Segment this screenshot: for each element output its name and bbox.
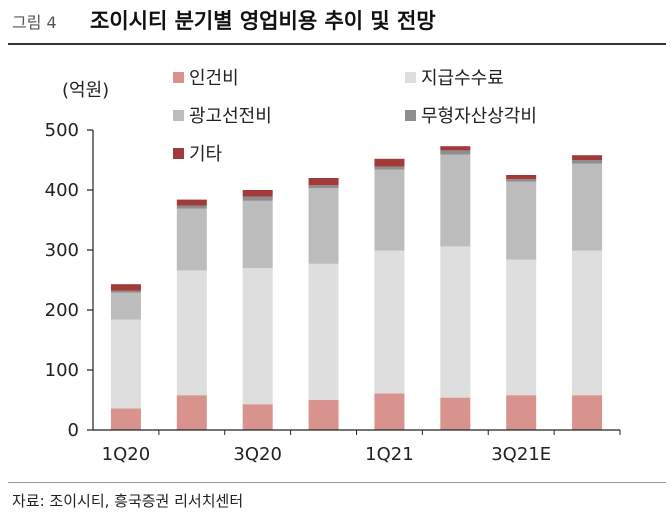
legend-item: 지급수수료	[405, 68, 504, 89]
bar-segment-0	[176, 395, 207, 430]
legend-item: 무형자산상각비	[405, 106, 537, 127]
bar-segment-4	[308, 178, 339, 186]
bar-segment-3	[572, 160, 603, 164]
source-note: 자료: 조이시티, 흥국증권 리서치센터	[12, 492, 244, 510]
bar-segment-1	[176, 270, 207, 396]
bar-segment-0	[506, 395, 537, 430]
bars	[110, 146, 603, 430]
bar-segment-2	[308, 188, 339, 264]
bar-segment-0	[308, 400, 339, 430]
bar-segment-2	[440, 154, 471, 247]
x-tick-label: 1Q20	[102, 444, 151, 465]
bar-segment-3	[110, 290, 141, 293]
unit-label: (억원)	[62, 80, 109, 101]
bar-stack-4Q21E	[572, 155, 603, 430]
y-tick-label: 100	[45, 360, 79, 381]
legend-item: 기타	[173, 144, 223, 165]
bar-segment-4	[440, 146, 471, 151]
bar-segment-2	[506, 181, 537, 260]
bar-segment-2	[110, 292, 141, 320]
bar-stack-3Q20	[242, 190, 273, 430]
bar-segment-3	[440, 150, 471, 155]
bar-segment-0	[374, 393, 405, 430]
x-tick-label: 3Q21E	[491, 444, 551, 465]
bar-segment-4	[572, 155, 603, 160]
bar-stack-2Q20	[176, 199, 207, 430]
bar-stack-1Q20	[110, 284, 141, 430]
bar-stack-2Q21	[440, 146, 471, 430]
legend-swatch	[405, 110, 416, 121]
legend-item: 광고선전비	[173, 106, 272, 127]
y-axis: 0 100 200 300 400 500	[45, 120, 94, 441]
bar-segment-2	[242, 200, 273, 268]
x-axis: 1Q20 3Q20 1Q21 3Q21E	[93, 429, 621, 465]
bar-segment-0	[440, 397, 471, 430]
header-divider	[8, 43, 666, 45]
legend-swatch	[173, 148, 184, 159]
bar-segment-1	[374, 250, 405, 394]
bar-segment-3	[506, 179, 537, 182]
legend-swatch	[405, 72, 416, 83]
y-tick-label: 400	[45, 180, 79, 201]
bar-segment-0	[572, 395, 603, 430]
legend-swatch	[173, 72, 184, 83]
legend-label: 무형자산상각비	[421, 106, 537, 127]
x-tick-label: 3Q20	[233, 444, 282, 465]
y-tick-label: 200	[45, 300, 79, 321]
bar-segment-2	[374, 169, 405, 251]
legend-item: 인건비	[173, 68, 239, 89]
bar-stack-4Q20	[308, 178, 339, 430]
bar-segment-4	[176, 199, 207, 206]
bar-segment-4	[506, 175, 537, 180]
bar-segment-2	[176, 208, 207, 271]
bar-segment-3	[308, 185, 339, 189]
bar-segment-1	[440, 246, 471, 398]
bar-segment-1	[506, 259, 537, 396]
legend-label: 지급수수료	[421, 68, 504, 89]
bar-segment-1	[110, 319, 141, 409]
bar-segment-0	[242, 404, 273, 430]
y-tick-label: 500	[45, 120, 79, 141]
bar-segment-4	[374, 158, 405, 167]
bar-segment-3	[242, 196, 273, 201]
chart-title: 조이시티 분기별 영업비용 추이 및 전망	[90, 9, 436, 33]
legend-label: 인건비	[189, 68, 239, 89]
x-tick-label: 1Q21	[365, 444, 414, 465]
bar-segment-1	[242, 268, 273, 405]
y-tick-label: 0	[68, 420, 79, 441]
bar-segment-4	[110, 284, 141, 291]
bar-segment-1	[572, 250, 603, 396]
figure-label: 그림 4	[12, 13, 57, 32]
legend-swatch	[173, 110, 184, 121]
bar-segment-3	[374, 166, 405, 170]
bar-segment-1	[308, 263, 339, 400]
bar-segment-4	[242, 190, 273, 197]
bar-stack-1Q21	[374, 158, 405, 430]
bar-segment-2	[572, 163, 603, 251]
legend-label: 광고선전비	[189, 106, 272, 127]
bar-segment-0	[110, 408, 141, 430]
bar-segment-3	[176, 205, 207, 209]
bar-stack-3Q21E	[506, 175, 537, 430]
legend-label: 기타	[189, 144, 223, 165]
footer-divider	[8, 482, 666, 483]
y-tick-label: 300	[45, 240, 79, 261]
figure-header: 그림 4 조이시티 분기별 영업비용 추이 및 전망	[0, 0, 671, 45]
